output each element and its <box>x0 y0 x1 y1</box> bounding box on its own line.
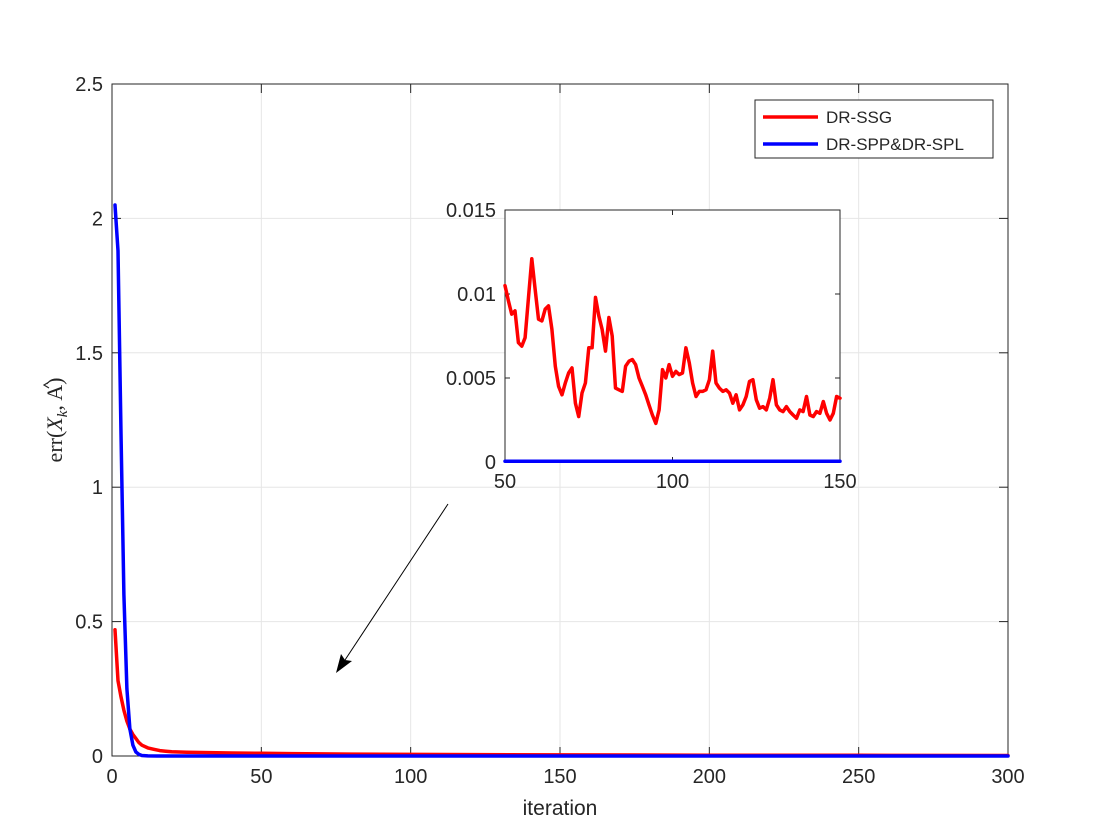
main-series-lines <box>113 203 1010 758</box>
y-tick-label: 2.5 <box>75 74 103 96</box>
y-tick-label: 1 <box>92 477 103 499</box>
y-tick-label: 0 <box>92 746 103 768</box>
arrow-shaft <box>344 503 449 661</box>
legend-label-dr-spp-dr-spl: DR-SPP&DR-SPL <box>826 135 964 154</box>
x-tick-label: 300 <box>991 766 1024 788</box>
inset-series-lines <box>503 256 842 463</box>
inset-x-tick-labels: 50 100 150 <box>494 471 857 493</box>
series-line-dr-spp-dr-spl <box>113 203 1010 758</box>
legend: DR-SSG DR-SPP&DR-SPL <box>754 99 994 159</box>
main-y-tick-labels: 0 0.5 1 1.5 2 2.5 <box>75 74 103 768</box>
legend-box <box>754 99 994 159</box>
y-tick-label: 0.01 <box>457 284 496 306</box>
x-tick-label: 100 <box>394 766 427 788</box>
y-axis-label-hat <box>42 381 50 389</box>
x-tick-label: 50 <box>494 471 516 493</box>
x-tick-label: 0 <box>106 766 117 788</box>
legend-label-dr-ssg: DR-SSG <box>826 108 892 127</box>
y-tick-label: 0.005 <box>446 368 496 390</box>
x-tick-label: 100 <box>656 471 689 493</box>
x-tick-label: 50 <box>250 766 272 788</box>
main-x-tick-labels: 0 50 100 150 200 250 300 <box>106 766 1024 788</box>
inset-y-tick-labels: 0 0.005 0.01 0.015 <box>446 200 496 474</box>
main-tick-marks <box>111 83 1009 757</box>
y-axis-label-text: err(Xk, A) <box>42 378 71 463</box>
y-tick-label: 0 <box>485 452 496 474</box>
y-tick-label: 1.5 <box>75 343 103 365</box>
y-tick-label: 0.5 <box>75 612 103 634</box>
x-tick-label: 250 <box>842 766 875 788</box>
annotation-arrow <box>336 503 449 673</box>
inset-axes: 50 100 150 0 0.005 0.01 0.015 <box>446 200 857 493</box>
x-tick-label: 150 <box>823 471 856 493</box>
x-axis-label: iteration <box>523 797 598 820</box>
inset-background <box>505 210 840 462</box>
arrow-head <box>336 654 352 673</box>
x-tick-label: 150 <box>543 766 576 788</box>
series-line-dr-ssg <box>503 256 842 426</box>
y-tick-label: 0.015 <box>446 200 496 222</box>
x-tick-label: 200 <box>693 766 726 788</box>
y-tick-label: 2 <box>92 208 103 230</box>
y-axis-label: err(Xk, A) <box>42 378 71 463</box>
